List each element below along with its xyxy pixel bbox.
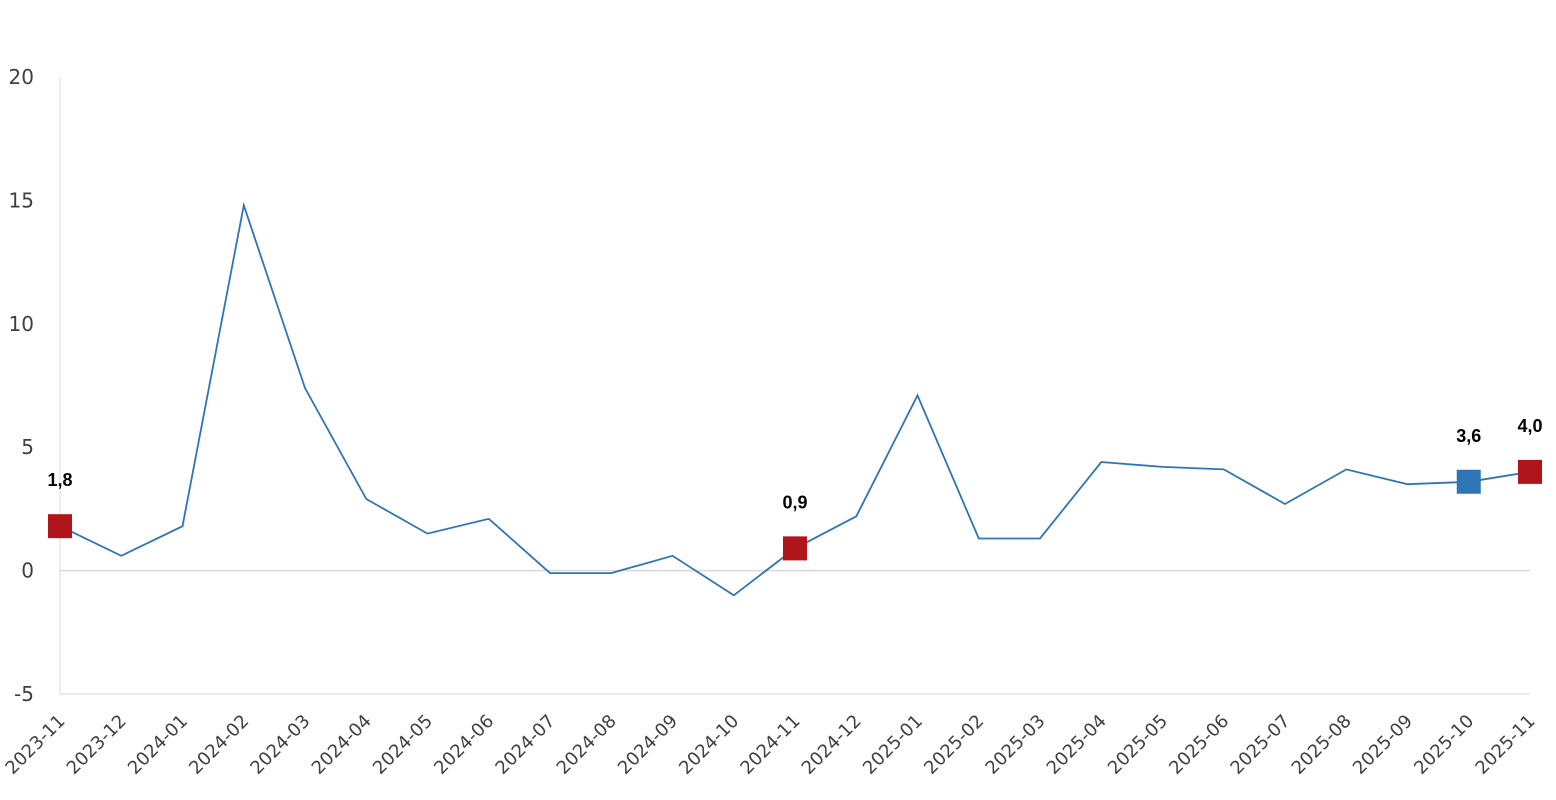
y-tick-label: 20 xyxy=(9,65,34,89)
x-tick-label: 2024-09 xyxy=(614,711,682,779)
x-tick-label: 2025-04 xyxy=(1043,711,1111,779)
x-tick-label: 2025-01 xyxy=(859,711,927,779)
data-label: 3,6 xyxy=(1456,426,1481,446)
data-point-marker xyxy=(48,514,72,539)
x-tick-label: 2024-05 xyxy=(369,711,437,779)
x-tick-label: 2024-12 xyxy=(798,711,866,779)
x-tick-label: 2023-11 xyxy=(1,711,69,779)
x-tick-label: 2024-04 xyxy=(308,711,376,779)
y-tick-label: 15 xyxy=(9,188,34,212)
x-tick-label: 2024-08 xyxy=(553,711,621,779)
x-tick-label: 2025-07 xyxy=(1226,711,1294,779)
x-tick-label: 2024-07 xyxy=(491,711,559,779)
x-tick-label: 2024-11 xyxy=(736,711,804,779)
x-tick-label: 2025-06 xyxy=(1165,711,1233,779)
x-tick-label: 2025-02 xyxy=(920,711,988,779)
data-point-marker xyxy=(783,536,807,561)
x-tick-label: 2025-11 xyxy=(1471,711,1539,779)
x-tick-label: 2024-06 xyxy=(430,711,498,779)
x-tick-label: 2025-05 xyxy=(1104,711,1172,779)
y-tick-label: 5 xyxy=(21,435,34,459)
y-tick-label: 0 xyxy=(21,559,34,583)
y-tick-label: 10 xyxy=(9,312,34,336)
x-tick-label: 2025-09 xyxy=(1349,711,1417,779)
x-tick-label: 2025-10 xyxy=(1410,711,1478,779)
y-tick-label: -5 xyxy=(14,682,34,706)
x-tick-label: 2025-08 xyxy=(1288,711,1356,779)
chart-axes xyxy=(59,77,1530,695)
data-label: 1,8 xyxy=(47,470,72,490)
data-labels: 1,8 0,9 3,6 4,0 xyxy=(47,416,1542,513)
x-tick-label: 2024-03 xyxy=(246,711,314,779)
x-tick-label: 2024-02 xyxy=(185,711,253,779)
y-axis-ticks: -5 0 5 10 15 20 xyxy=(9,65,34,706)
data-point-marker xyxy=(1518,459,1542,484)
x-axis-ticks: 2023-112023-122024-012024-022024-032024-… xyxy=(1,711,1539,779)
x-tick-label: 2024-01 xyxy=(124,711,192,779)
x-tick-label: 2023-12 xyxy=(63,711,131,779)
x-tick-label: 2024-10 xyxy=(675,711,743,779)
x-tick-label: 2025-03 xyxy=(981,711,1049,779)
highlight-markers xyxy=(48,459,1542,561)
data-label: 4,0 xyxy=(1517,416,1542,436)
data-label: 0,9 xyxy=(782,492,807,512)
data-point-marker xyxy=(1456,469,1481,494)
